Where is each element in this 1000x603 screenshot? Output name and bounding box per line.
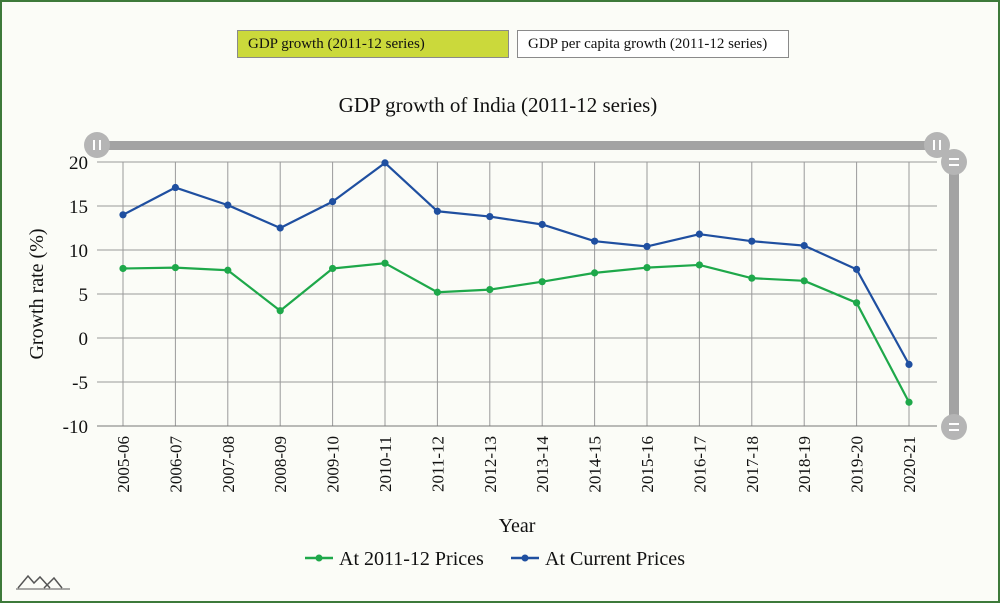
y-gridlines — [97, 161, 937, 427]
grip-icon — [933, 140, 941, 150]
legend-label-constant-prices: At 2011-12 Prices — [339, 548, 484, 570]
data-point-current-prices[interactable] — [538, 220, 546, 229]
data-point-constant-prices[interactable] — [695, 261, 704, 269]
data-point-constant-prices[interactable] — [119, 264, 127, 273]
data-point-constant-prices[interactable] — [381, 259, 389, 267]
mountain-logo-icon — [16, 574, 70, 590]
legend[interactable]: At 2011-12 Prices At Current Prices — [305, 548, 685, 570]
y-tick-label: 10 — [69, 241, 88, 262]
horizontal-zoom-scrollbar[interactable] — [84, 132, 950, 158]
legend-marker-constant-prices — [315, 554, 323, 562]
data-point-current-prices[interactable] — [119, 211, 127, 219]
data-point-current-prices[interactable] — [276, 224, 284, 232]
x-tick-label: 2009-10 — [324, 436, 343, 493]
data-point-current-prices[interactable] — [748, 237, 756, 245]
chart-title: GDP growth of India (2011-12 series) — [339, 93, 658, 117]
data-point-current-prices[interactable] — [591, 237, 599, 245]
legend-label-current-prices: At Current Prices — [545, 548, 685, 570]
data-point-current-prices[interactable] — [643, 242, 651, 251]
y-axis-tick-labels: 20 15 10 5 0 -5 -10 — [63, 153, 88, 438]
y-tick-label: 20 — [69, 153, 88, 174]
data-point-constant-prices[interactable] — [538, 278, 546, 286]
legend-item-constant-prices[interactable]: At 2011-12 Prices — [305, 548, 484, 570]
series-current-prices — [119, 159, 913, 368]
data-point-current-prices[interactable] — [905, 360, 913, 368]
series-constant-prices — [119, 259, 913, 406]
vertical-scroll-track[interactable] — [949, 162, 959, 427]
y-tick-label: -10 — [63, 417, 88, 438]
top-range-handle[interactable] — [941, 149, 967, 175]
x-axis-label: Year — [499, 515, 536, 537]
data-point-constant-prices[interactable] — [853, 299, 861, 307]
grip-icon — [949, 158, 959, 166]
data-point-constant-prices[interactable] — [800, 277, 808, 285]
x-axis-tick-labels: 2005-06 2006-07 2007-08 2008-09 2009-10 2010-… — [114, 436, 919, 493]
x-tick-label: 2010-11 — [376, 436, 395, 492]
data-point-current-prices[interactable] — [800, 242, 808, 250]
data-point-constant-prices[interactable] — [224, 266, 232, 274]
y-tick-label: 5 — [79, 285, 89, 306]
y-tick-label: 15 — [69, 197, 88, 218]
x-tick-label: 2012-13 — [481, 436, 500, 493]
legend-marker-current-prices — [521, 554, 529, 562]
data-point-current-prices[interactable] — [695, 230, 704, 238]
x-tick-label: 2018-19 — [795, 436, 814, 493]
series-line-current-prices — [122, 161, 910, 365]
right-range-handle[interactable] — [924, 132, 950, 158]
data-point-constant-prices[interactable] — [905, 398, 913, 406]
legend-item-current-prices[interactable]: At Current Prices — [511, 548, 685, 570]
y-tick-label: 0 — [79, 329, 89, 350]
data-point-constant-prices[interactable] — [643, 264, 651, 272]
x-tick-label: 2019-20 — [848, 436, 867, 493]
y-axis-label: Growth rate (%) — [26, 228, 48, 359]
series-line-constant-prices — [122, 262, 910, 403]
x-tick-label: 2020-21 — [900, 436, 919, 493]
x-tick-label: 2008-09 — [271, 436, 290, 493]
data-point-constant-prices[interactable] — [329, 264, 337, 273]
x-tick-label: 2007-08 — [219, 436, 238, 493]
left-range-handle[interactable] — [84, 132, 110, 158]
gdp-per-capita-toggle-button[interactable]: GDP per capita growth (2011-12 series) — [517, 30, 789, 58]
x-tick-label: 2011-12 — [428, 436, 447, 492]
data-point-constant-prices[interactable] — [486, 286, 494, 294]
x-tick-label: 2006-07 — [166, 436, 185, 493]
data-point-constant-prices[interactable] — [748, 274, 756, 282]
data-point-current-prices[interactable] — [433, 207, 441, 215]
x-tick-label: 2015-16 — [638, 436, 657, 493]
gdp-growth-toggle-button[interactable]: GDP growth (2011-12 series) — [237, 30, 509, 58]
x-tick-label: 2014-15 — [586, 436, 605, 493]
grip-icon — [949, 423, 959, 431]
x-tick-label: 2005-06 — [114, 436, 133, 493]
data-point-current-prices[interactable] — [486, 212, 494, 221]
grip-icon — [93, 140, 101, 150]
series-layer — [119, 159, 913, 406]
x-tick-label: 2017-18 — [743, 436, 762, 493]
data-point-constant-prices[interactable] — [276, 307, 284, 315]
bottom-range-handle[interactable] — [941, 414, 967, 440]
y-tick-label: -5 — [72, 373, 88, 394]
horizontal-scroll-track[interactable] — [97, 141, 937, 150]
data-point-constant-prices[interactable] — [433, 288, 441, 296]
data-point-constant-prices[interactable] — [171, 264, 179, 272]
vertical-zoom-scrollbar[interactable] — [941, 149, 967, 440]
data-point-current-prices[interactable] — [853, 265, 861, 273]
data-point-current-prices[interactable] — [171, 183, 179, 192]
data-point-current-prices[interactable] — [224, 201, 232, 209]
x-tick-label: 2016-17 — [690, 436, 709, 493]
data-point-current-prices[interactable] — [381, 159, 389, 167]
x-tick-label: 2013-14 — [533, 436, 552, 493]
data-point-current-prices[interactable] — [329, 198, 337, 206]
data-point-constant-prices[interactable] — [591, 269, 599, 277]
